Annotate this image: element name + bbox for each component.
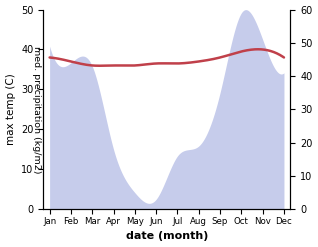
X-axis label: date (month): date (month) (126, 231, 208, 242)
Y-axis label: med. precipitation (kg/m2): med. precipitation (kg/m2) (32, 46, 41, 173)
Y-axis label: max temp (C): max temp (C) (5, 74, 16, 145)
